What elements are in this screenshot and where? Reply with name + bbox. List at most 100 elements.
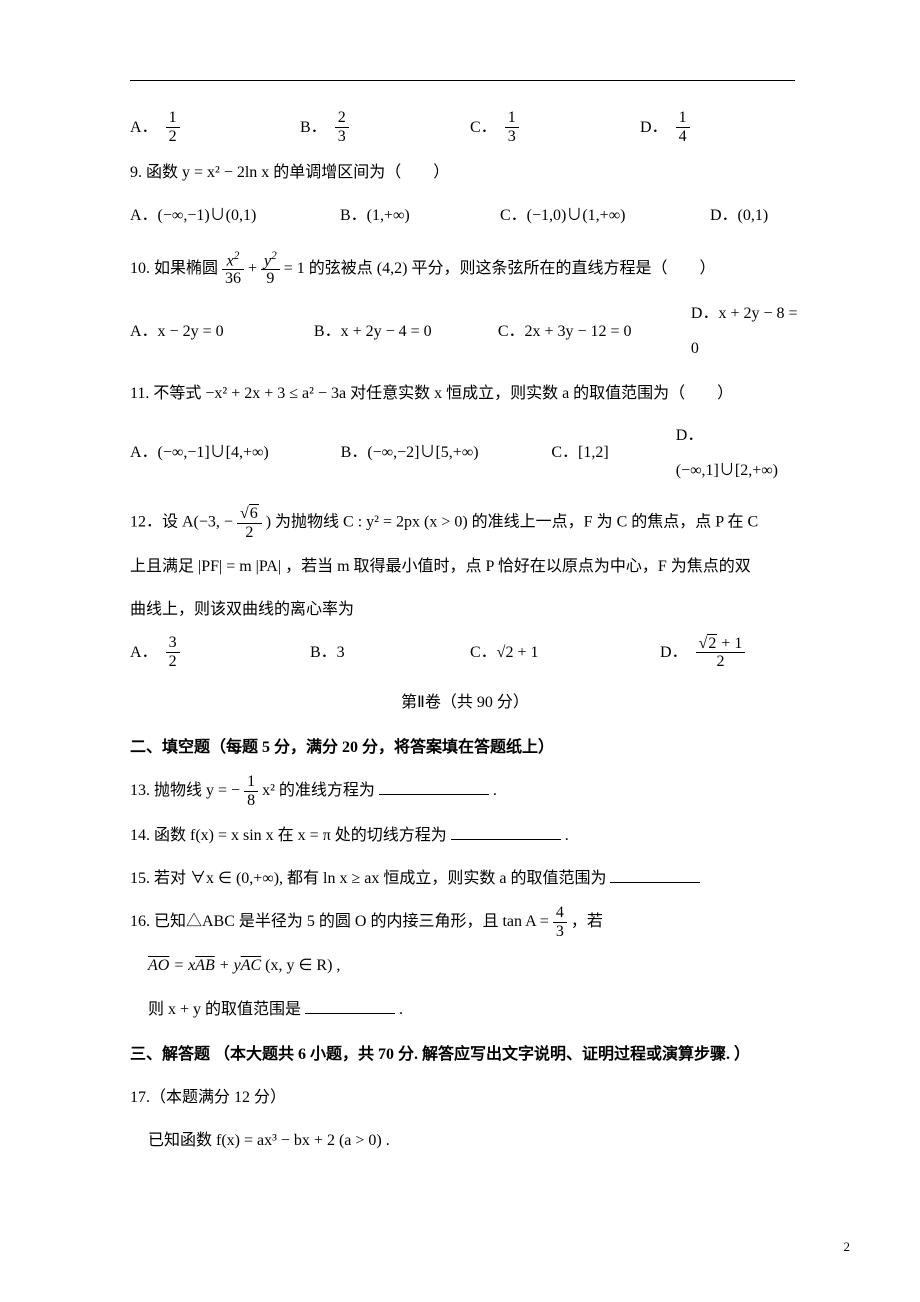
q9-option-d: D．(0,1)	[710, 198, 768, 233]
q9-options: A．(−∞,−1)∪(0,1) B．(1,+∞) C．(−1,0)∪(1,+∞)…	[130, 198, 800, 233]
numerator: 1	[166, 109, 180, 127]
q12-option-a: A． 3 2	[130, 634, 310, 671]
fraction: 1 2	[166, 109, 180, 145]
q10-option-d: D．x + 2y − 8 = 0	[691, 296, 800, 366]
section3-title: 三、解答题 （本大题共 6 小题，共 70 分. 解答应写出文字说明、证明过程或…	[130, 1037, 800, 1072]
q12-option-d: D． 2 + 1 2	[660, 634, 745, 671]
denominator: 2	[237, 523, 262, 542]
q15: 15. 若对 ∀x ∈ (0,+∞), 都有 ln x ≥ ax 恒成立，则实数…	[130, 861, 800, 896]
option-letter: B．	[300, 110, 327, 145]
q11-option-b: B．(−∞,−2]∪[5,+∞)	[341, 418, 552, 488]
q8-option-a: A． 1 2	[130, 109, 300, 145]
q11-options: A．(−∞,−1]∪[4,+∞) B．(−∞,−2]∪[5,+∞) C．[1,2…	[130, 418, 800, 488]
q14-tail: .	[565, 827, 569, 844]
q10-stem: 10. 如果椭圆 x2 36 + y2 9 = 1 的弦被点 (4,2) 平分，…	[130, 250, 800, 289]
q8-option-d: D． 1 4	[640, 109, 690, 145]
answer-blank	[305, 995, 395, 1014]
part2-title: 第Ⅱ卷（共 90 分）	[130, 685, 800, 720]
numerator: 2	[335, 109, 349, 127]
q13-tail: .	[493, 782, 497, 799]
q10-option-b: B．x + 2y − 4 = 0	[314, 296, 498, 366]
q12-option-b: B．3	[310, 634, 470, 671]
fraction: 6 2	[237, 504, 262, 541]
denominator: 4	[676, 127, 690, 146]
q8-option-c: C． 1 3	[470, 109, 640, 145]
q11-stem: 11. 不等式 −x² + 2x + 3 ≤ a² − 3a 对任意实数 x 恒…	[130, 376, 800, 411]
header-rule	[130, 80, 795, 81]
q16-line1: 16. 已知△ABC 是半径为 5 的圆 O 的内接三角形，且 tan A = …	[130, 904, 800, 940]
denominator: 9	[261, 269, 280, 288]
q9-text: 9. 函数 y = x² − 2ln x 的单调增区间为（ ）	[130, 164, 449, 181]
page-number: 2	[844, 1233, 851, 1262]
numerator: 1	[676, 109, 690, 127]
denominator: 8	[244, 791, 258, 810]
q12-options: A． 3 2 B．3 C．√2 + 1 D． 2 + 1 2	[130, 634, 800, 671]
q16-line1-pre: 16. 已知△ABC 是半径为 5 的圆 O 的内接三角形，且 tan A =	[130, 913, 553, 930]
q12-option-c: C．√2 + 1	[470, 634, 660, 671]
numerator: y2	[261, 250, 280, 270]
q10-prefix: 10. 如果椭圆	[130, 260, 222, 277]
q15-text: 15. 若对 ∀x ∈ (0,+∞), 都有 ln x ≥ ax 恒成立，则实数…	[130, 870, 606, 887]
denominator: 3	[505, 127, 519, 146]
option-letter: C．	[470, 110, 497, 145]
plus: +	[248, 260, 261, 277]
q9-option-a: A．(−∞,−1)∪(0,1)	[130, 198, 340, 233]
q12-line1-post: ) 为抛物线 C : y² = 2px (x > 0) 的准线上一点，F 为 C…	[266, 513, 759, 530]
q14: 14. 函数 f(x) = x sin x 在 x = π 处的切线方程为 .	[130, 818, 800, 853]
numerator: 2 + 1	[696, 634, 746, 653]
q10-suffix: 的弦被点 (4,2) 平分，则这条弦所在的直线方程是（ ）	[309, 260, 716, 277]
fraction: 2 3	[335, 109, 349, 145]
q13: 13. 抛物线 y = − 1 8 x² 的准线方程为 .	[130, 773, 800, 809]
denominator: 2	[166, 127, 180, 146]
numerator: 4	[553, 904, 567, 922]
q9-option-c: C．(−1,0)∪(1,+∞)	[500, 198, 710, 233]
fraction: 1 3	[505, 109, 519, 145]
numerator: 3	[166, 634, 180, 652]
q12-line1-pre: 12．设 A(−3, −	[130, 513, 233, 530]
eq: = 1	[284, 260, 305, 277]
q12-stem: 12．设 A(−3, − 6 2 ) 为抛物线 C : y² = 2px (x …	[130, 504, 800, 541]
document-page: A． 1 2 B． 2 3 C． 1 3 D． 1 4	[0, 0, 920, 1302]
q11-option-a: A．(−∞,−1]∪[4,+∞)	[130, 418, 341, 488]
denominator: 2	[696, 652, 746, 671]
q13-post: x² 的准线方程为	[262, 782, 375, 799]
q12-line2: 上且满足 |PF| = m |PA| ，若当 m 取得最小值时，点 P 恰好在以…	[130, 549, 800, 584]
q16-line3-pre: 则 x + y 的取值范围是	[148, 1001, 301, 1018]
fraction: 1 8	[244, 773, 258, 809]
q11-option-d: D．(−∞,1]∪[2,+∞)	[676, 418, 800, 488]
q16-line2: AO = xAB + yAC (x, y ∈ R) ,	[148, 948, 800, 983]
denominator: 36	[222, 269, 244, 288]
option-letter: D．	[660, 635, 688, 670]
denominator: 2	[166, 652, 180, 671]
q9-stem: 9. 函数 y = x² − 2ln x 的单调增区间为（ ）	[130, 155, 800, 190]
numerator: 1	[505, 109, 519, 127]
fraction: y2 9	[261, 250, 280, 289]
q17-line1: 17.（本题满分 12 分）	[130, 1080, 800, 1115]
q13-pre: 13. 抛物线 y = −	[130, 782, 240, 799]
fraction: 3 2	[166, 634, 180, 670]
denominator: 3	[335, 127, 349, 146]
option-letter: A．	[130, 635, 158, 670]
numerator: x2	[222, 250, 244, 270]
option-letter: D．	[640, 110, 668, 145]
fraction: x2 36	[222, 250, 244, 289]
section2-title: 二、填空题（每题 5 分，满分 20 分，将答案填在答题纸上）	[130, 730, 800, 765]
numerator: 6	[237, 504, 262, 523]
q8-option-b: B． 2 3	[300, 109, 470, 145]
answer-blank	[379, 777, 489, 796]
q12-line3: 曲线上，则该双曲线的离心率为	[130, 592, 800, 627]
answer-blank	[451, 821, 561, 840]
q10-option-a: A．x − 2y = 0	[130, 296, 314, 366]
fraction: 1 4	[676, 109, 690, 145]
q8-options: A． 1 2 B． 2 3 C． 1 3 D． 1 4	[130, 109, 800, 145]
fraction: 4 3	[553, 904, 567, 940]
q10-option-c: C．2x + 3y − 12 = 0	[498, 296, 691, 366]
q17-line2: 已知函数 f(x) = ax³ − bx + 2 (a > 0) .	[148, 1123, 800, 1158]
q11-option-c: C．[1,2]	[551, 418, 675, 488]
q16-line3: 则 x + y 的取值范围是 .	[148, 992, 800, 1027]
answer-blank	[610, 864, 700, 883]
fraction: 2 + 1 2	[696, 634, 746, 671]
q9-option-b: B．(1,+∞)	[340, 198, 500, 233]
q16-line3-tail: .	[399, 1001, 403, 1018]
q16-line1-post: ，若	[571, 913, 603, 930]
